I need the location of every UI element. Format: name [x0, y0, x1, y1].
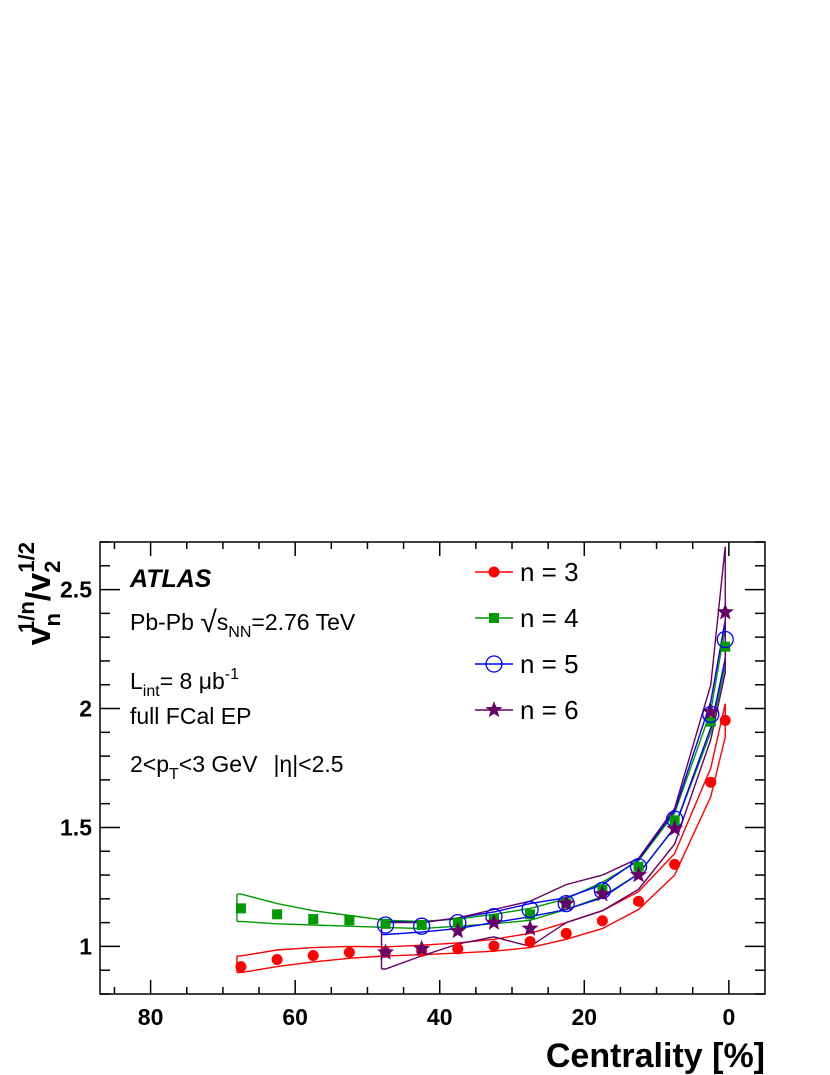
x-tick-label: 20	[571, 1004, 597, 1030]
band-upper-6	[381, 546, 726, 924]
data-point-n3	[669, 858, 681, 870]
band-lower-5	[381, 658, 726, 936]
data-point-n3	[307, 949, 319, 961]
data-point-n6	[521, 919, 539, 936]
data-point-n4	[416, 920, 427, 931]
data-point-n3	[719, 714, 731, 726]
data-point-n5	[593, 881, 612, 900]
legend-label: n = 6	[520, 695, 579, 725]
data-markers	[235, 603, 734, 973]
method-label: full FCal EP	[130, 703, 251, 729]
data-point-n5	[716, 630, 734, 649]
data-point-n3	[705, 776, 717, 788]
y-tick-label: 2	[79, 696, 92, 722]
plot-frame	[99, 541, 766, 995]
legend-marker	[488, 566, 500, 578]
data-point-n4	[344, 915, 355, 926]
legend-item-n6: n = 6	[475, 695, 579, 725]
band-lower-4	[237, 665, 726, 930]
data-point-n3	[633, 895, 645, 907]
data-point-n4	[705, 716, 716, 727]
collision-system-label: Pb-Pb √sNN=2.76 TeV	[130, 606, 356, 641]
x-tick-label: 0	[722, 1004, 735, 1030]
data-point-n4	[272, 909, 283, 920]
data-point-n3	[596, 915, 608, 927]
legend-item-n5: n = 5	[475, 649, 579, 679]
data-point-n4	[380, 918, 391, 929]
systematic-bands	[236, 546, 726, 974]
experiment-label: ATLAS	[129, 565, 212, 593]
x-axis-title: Centrality [%]	[546, 1037, 765, 1075]
data-point-n3	[452, 943, 464, 955]
data-point-n6	[485, 913, 503, 930]
data-point-n3	[343, 946, 355, 958]
band-lower-3	[237, 736, 726, 974]
data-point-n3	[560, 927, 572, 939]
data-point-n4	[720, 641, 731, 652]
data-point-n6	[557, 894, 575, 911]
x-tick-label: 40	[427, 1004, 453, 1030]
data-point-n4	[235, 903, 246, 914]
legend-marker	[485, 701, 503, 718]
legend-item-n4: n = 4	[475, 603, 579, 633]
legend: n = 3 n = 4 n = 5 n = 6	[475, 557, 579, 725]
y-tick-label: 1	[79, 933, 92, 959]
legend-marker	[489, 613, 499, 623]
data-point-n6	[449, 922, 467, 939]
y-tick-label: 1.5	[60, 814, 92, 840]
legend-label: n = 5	[520, 649, 579, 679]
data-point-n6	[593, 885, 611, 902]
luminosity-label: Lint= 8 μb-1	[130, 666, 239, 700]
y-tick-label: 2.5	[60, 577, 92, 603]
data-point-n4	[308, 914, 319, 925]
data-point-n5	[521, 900, 539, 919]
data-point-n6	[666, 819, 684, 836]
data-point-n6	[413, 939, 431, 957]
svg-text:vn1/n/v21/2: vn1/n/v21/2	[14, 542, 65, 645]
legend-label: n = 3	[520, 557, 579, 587]
legend-marker	[485, 655, 503, 673]
data-point-n3	[271, 954, 283, 966]
kinematic-range-label: 2<pT<3 GeV |η|<2.5	[130, 751, 344, 783]
data-point-n3	[524, 936, 536, 948]
data-point-n6	[377, 943, 395, 960]
data-point-n6	[716, 603, 734, 620]
legend-label: n = 4	[520, 603, 579, 633]
data-point-n4	[525, 909, 536, 920]
data-point-n5	[376, 916, 395, 934]
data-point-n6	[629, 866, 648, 883]
x-tick-label: 80	[138, 1004, 164, 1030]
band-upper-4	[237, 627, 726, 923]
data-point-n6	[702, 703, 720, 720]
x-tick-label: 60	[282, 1004, 308, 1030]
legend-item-n3: n = 3	[475, 557, 579, 587]
data-point-n3	[488, 940, 500, 952]
y-axis-title: vn1/n/v21/2	[14, 542, 65, 645]
data-point-n5	[413, 917, 431, 935]
data-point-n3	[235, 961, 247, 973]
axes: 80 60 40 20 0 1 1.5 2 2.5	[60, 541, 765, 1030]
